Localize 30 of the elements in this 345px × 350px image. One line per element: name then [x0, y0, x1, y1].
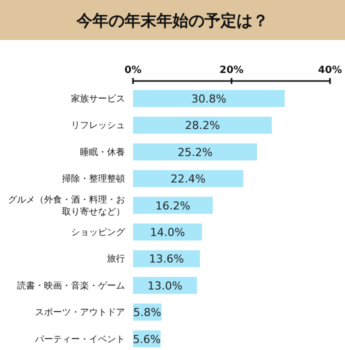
data-label: 16.2% — [155, 199, 190, 212]
y-tick-label: 掃除・整理整頓 — [62, 174, 125, 185]
x-tick-label: 40% — [318, 65, 342, 76]
data-label: 5.6% — [132, 332, 161, 346]
y-tick-label: 読書・映画・音楽・ゲーム — [17, 280, 125, 292]
y-tick-label: 家族サービス — [71, 94, 125, 104]
chart-title: 今年の年末年始の予定は？ — [76, 11, 268, 30]
bar — [133, 90, 285, 107]
data-label: 13.0% — [148, 279, 182, 292]
y-tick-label: スポーツ・アウトドア — [35, 308, 125, 318]
data-label: 25.2% — [178, 146, 213, 159]
data-label: 22.4% — [170, 172, 206, 186]
data-label: 5.8% — [133, 306, 162, 320]
data-label: 28.2% — [184, 119, 220, 132]
bar — [133, 170, 244, 188]
x-tick-label: 20% — [220, 65, 244, 76]
data-label: 30.8% — [191, 92, 226, 106]
bar — [133, 196, 213, 214]
y-tick-label: 睡眠・休養 — [80, 146, 125, 158]
x-tick-label: 0% — [124, 65, 142, 76]
bar — [133, 224, 202, 240]
y-tick-label: ショッピング — [71, 227, 126, 238]
bar — [133, 116, 272, 134]
data-label: 13.6% — [149, 252, 184, 266]
y-tick-label: リフレッシュ — [71, 121, 125, 132]
y-tick-label: 旅行 — [107, 254, 125, 265]
bar — [133, 143, 258, 160]
y-tick-label: パーティー・イベント — [34, 334, 125, 345]
data-label: 14.0% — [150, 226, 185, 239]
y-tick-label: グルメ（外食・酒・料理・お取り寄せなど） — [8, 194, 125, 218]
